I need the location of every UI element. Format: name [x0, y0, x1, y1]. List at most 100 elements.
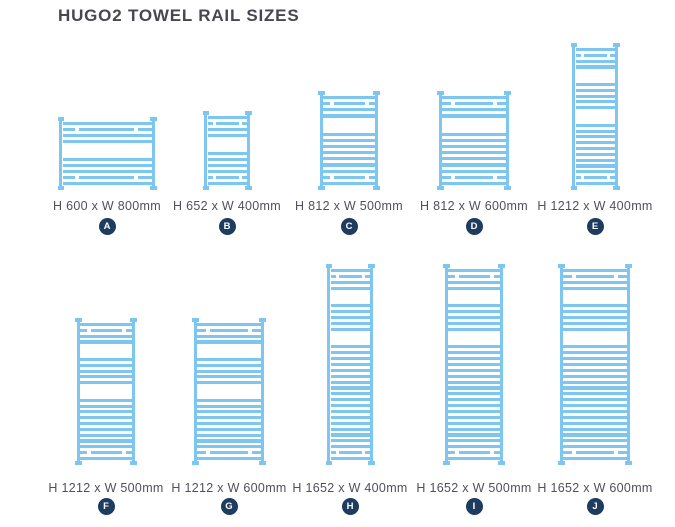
rail-bar: [197, 433, 261, 437]
rail-bar: [80, 323, 132, 327]
rail-bracket-notch: [364, 175, 369, 179]
rail-badge: G: [220, 498, 238, 515]
rail-bar: [330, 439, 370, 443]
rail-bar: [80, 369, 132, 373]
rail-post-left: [444, 266, 448, 463]
rail-post-cap: [570, 43, 578, 47]
rail-bar: [197, 416, 261, 420]
rail-bar: [80, 439, 132, 443]
rail-size-label: H 1212 x W 500mm: [48, 481, 164, 495]
towel-rail-graphic: [57, 117, 157, 190]
rail-bar: [323, 108, 375, 112]
rail-bracket-notch: [248, 451, 253, 455]
rail-bar: [80, 421, 132, 426]
rail-bracket-notch: [74, 127, 79, 132]
rail-bar: [323, 132, 375, 136]
rail-post-cap: [318, 186, 325, 190]
rail-bar: [330, 321, 370, 325]
rail-bar: [442, 145, 506, 149]
rail-bar: [563, 351, 627, 355]
rail-post-cap: [244, 186, 252, 190]
rail-bar: [197, 334, 261, 338]
rail-bar: [575, 88, 615, 92]
rail-bracket-notch: [493, 175, 498, 179]
rail-bar: [62, 127, 152, 132]
rail-badge: C: [340, 218, 358, 235]
rail-post-cap: [373, 186, 380, 190]
rail-post-left: [327, 266, 331, 463]
rail-bar: [563, 409, 627, 414]
rail-bar: [442, 108, 506, 112]
rail-bracket-notch: [455, 274, 460, 278]
rail-bar: [442, 157, 506, 161]
rail-bar: [448, 315, 500, 320]
rail-post-left: [559, 266, 563, 463]
rail-bar: [448, 274, 500, 278]
rail-bar: [575, 53, 615, 57]
rail-bar: [330, 362, 370, 367]
rail-size-label: H 1212 x W 600mm: [171, 481, 287, 495]
rail-bar: [330, 304, 370, 308]
rail-bracket-notch: [335, 451, 339, 455]
rail-bar: [80, 381, 132, 385]
rail-bar: [563, 456, 627, 460]
rail-bar: [197, 369, 261, 373]
rail-bar: [448, 345, 500, 349]
rail-bar: [563, 286, 627, 290]
rail-post-cap: [570, 186, 578, 190]
rail-bar: [448, 310, 500, 314]
rail-bar: [197, 451, 261, 455]
rail-bar: [563, 421, 627, 425]
rail-badge: F: [97, 498, 115, 515]
rail-bar: [330, 274, 370, 278]
rail-bar: [197, 445, 261, 449]
rail-post-cap: [437, 91, 444, 95]
rail-bar: [448, 451, 500, 455]
rail-bar: [563, 386, 627, 390]
rail-bar: [563, 380, 627, 384]
rail-bar: [442, 169, 506, 173]
rail-bar: [330, 451, 370, 455]
rail-bracket-notch: [133, 127, 138, 132]
rail-bracket-notch: [133, 175, 138, 179]
rail-bar: [62, 181, 152, 185]
rail-bracket-notch: [455, 451, 460, 455]
rail-bar: [575, 129, 615, 133]
rail-bar: [575, 181, 615, 185]
rail-bar: [330, 345, 370, 349]
rail-bar: [442, 175, 506, 179]
rail-bracket-notch: [450, 175, 455, 179]
rail-bracket-notch: [212, 121, 216, 126]
rail-bar: [330, 374, 370, 378]
rail-bar: [448, 286, 500, 290]
towel-rail-graphic: [75, 318, 137, 465]
rail-bar: [197, 439, 261, 443]
rail-bar: [563, 398, 627, 402]
rail-bar: [442, 96, 506, 100]
rail-bar: [563, 362, 627, 367]
rail-bar: [575, 82, 615, 87]
rail-bar: [563, 368, 627, 372]
rail-badge: I: [465, 498, 483, 515]
rail-bracket-notch: [74, 175, 79, 179]
rail-bar: [330, 398, 370, 402]
rail-post-left: [76, 320, 80, 463]
rail-post-right: [614, 45, 618, 188]
rail-bar: [575, 100, 615, 104]
rail-bar: [448, 321, 500, 325]
rail-post-cap: [202, 186, 210, 190]
rail-bar: [62, 175, 152, 179]
rail-bar: [575, 123, 615, 127]
rail-post-cap: [367, 461, 375, 465]
rail-post-cap: [57, 186, 65, 190]
rail-post-right: [261, 320, 265, 463]
rail-bar: [62, 122, 152, 126]
rail-post-right: [151, 119, 155, 188]
rail-bracket-notch: [121, 451, 126, 455]
rail-bar: [563, 304, 627, 308]
rail-post-cap: [612, 43, 620, 47]
rail-bar: [323, 96, 375, 100]
rail-bracket-notch: [330, 102, 335, 106]
rail-bar: [563, 433, 627, 437]
